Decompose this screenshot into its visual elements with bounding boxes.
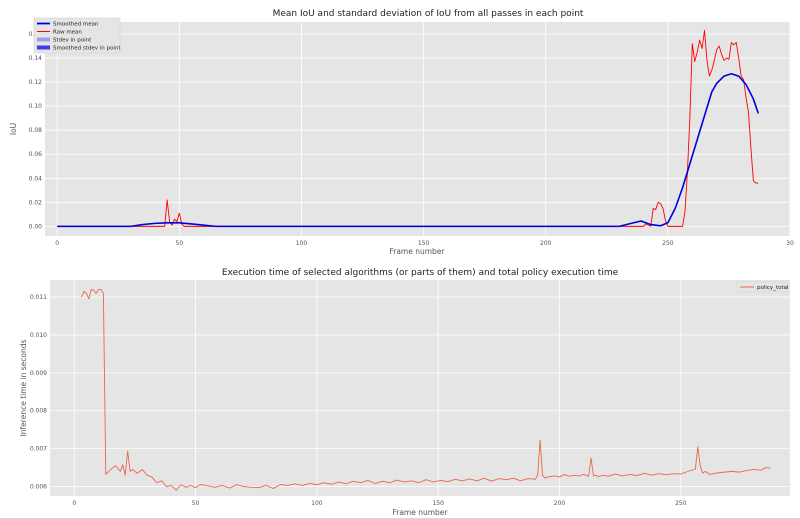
- execution-time-chart-title: Execution time of selected algorithms (o…: [222, 268, 619, 278]
- execution-time-x-tick-label: 100: [311, 500, 323, 507]
- iou-y-tick-label: 0.06: [29, 151, 43, 158]
- iou-x-tick-label: 150: [418, 240, 430, 247]
- execution-time-y-tick-label: 0.006: [30, 484, 47, 491]
- iou-y-axis-label: IoU: [9, 123, 18, 135]
- iou-y-tick-label: 0.10: [29, 103, 43, 110]
- execution-time-x-tick-label: 250: [675, 500, 687, 507]
- execution-time-y-axis-label: Inference time in seconds: [19, 339, 28, 436]
- execution-time-x-tick-label: 50: [192, 500, 200, 507]
- smoothed-mean-line: [57, 72, 760, 228]
- execution-time-y-tick-label: 0.008: [30, 408, 47, 415]
- iou-grid: [45, 22, 791, 236]
- execution-time-ticks: 0 50 100 150 200 250 0.006 0.007 0.008 0.009 0.010…: [30, 294, 687, 507]
- execution-time-y-tick-label: 0.007: [30, 446, 47, 453]
- legend-smoothed-mean-label: Smoothed mean: [53, 22, 99, 28]
- execution-time-legend: policy_total: [736, 281, 789, 293]
- raw-mean-line: [57, 29, 759, 227]
- iou-y-tick-label: 0.14: [29, 55, 43, 62]
- execution-time-x-axis-label: Frame number: [392, 508, 448, 517]
- execution-time-grid: [50, 280, 790, 496]
- iou-x-tick-label: 250: [662, 240, 674, 247]
- execution-time-chart: Execution time of selected algorithms (o…: [19, 268, 790, 517]
- execution-time-legend-box: [736, 281, 788, 293]
- legend-smoothed-stdev-label: Smoothed stdev in point: [53, 46, 121, 52]
- iou-y-tick-label: 0.08: [29, 127, 43, 134]
- execution-time-series: [81, 289, 771, 491]
- iou-legend: Smoothed mean Raw mean Stdev in point Sm…: [33, 17, 121, 54]
- iou-x-tick-label: 100: [296, 240, 308, 247]
- execution-time-x-tick-label: 0: [72, 500, 76, 507]
- iou-plot-area: [45, 22, 790, 236]
- iou-y-tick-label: 0.00: [29, 223, 43, 230]
- iou-chart-title: Mean IoU and standard deviation of IoU f…: [273, 9, 584, 19]
- iou-y-tick-label: 0.12: [29, 79, 43, 86]
- policy-total-line: [81, 289, 771, 491]
- legend-stdev-label: Stdev in point: [53, 38, 92, 44]
- iou-y-tick-label: 0.04: [29, 175, 43, 182]
- legend-raw-mean-label: Raw mean: [53, 30, 82, 36]
- legend-smoothed-stdev-swatch: [37, 45, 50, 50]
- iou-x-axis-label: Frame number: [389, 247, 445, 256]
- iou-x-tick-label: 0: [55, 240, 59, 247]
- iou-series: [57, 29, 760, 228]
- execution-time-x-tick-label: 200: [554, 500, 566, 507]
- iou-x-tick-label: 30: [786, 240, 794, 247]
- legend-policy-total-label: policy_total: [757, 285, 789, 291]
- iou-y-tick-label: 0.02: [29, 199, 43, 206]
- iou-x-tick-label: 200: [540, 240, 552, 247]
- execution-time-x-tick-label: 150: [432, 500, 444, 507]
- execution-time-y-tick-label: 0.009: [30, 370, 47, 377]
- legend-stdev-swatch: [37, 37, 50, 42]
- execution-time-y-tick-label: 0.011: [30, 294, 47, 301]
- execution-time-plot-area: [50, 280, 790, 496]
- execution-time-y-tick-label: 0.010: [30, 332, 47, 339]
- iou-x-tick-label: 50: [176, 240, 184, 247]
- iou-chart: Mean IoU and standard deviation of IoU f…: [9, 9, 794, 256]
